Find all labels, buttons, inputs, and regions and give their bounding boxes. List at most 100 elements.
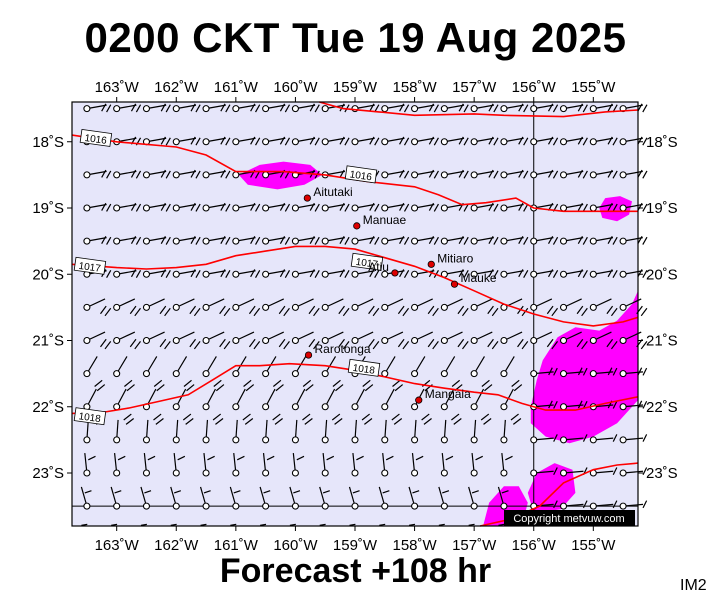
wind-barb xyxy=(381,453,390,494)
wind-barb xyxy=(262,453,271,494)
wind-barb xyxy=(291,269,320,279)
lon-tick-label: 155˚W xyxy=(571,79,616,96)
wind-barb xyxy=(262,419,275,461)
wind-barb xyxy=(232,419,245,461)
wind-barb xyxy=(291,202,320,212)
isobars: 1016 1016 1017 1017 1018 1018 xyxy=(71,101,639,527)
wind-barb xyxy=(142,236,171,245)
wind-barb xyxy=(559,400,588,411)
wind-barb xyxy=(381,136,410,146)
wind-barb xyxy=(440,388,462,425)
island-marker: Mauke xyxy=(450,271,497,288)
lat-tick-label: 23˚S xyxy=(32,465,64,482)
wind-barb xyxy=(232,236,261,245)
wind-barb xyxy=(411,136,439,146)
wind-barb xyxy=(500,356,523,392)
wind-barb xyxy=(113,356,135,392)
wind-barb xyxy=(411,169,439,179)
island-marker: Mangaia xyxy=(415,387,471,404)
wind-barb xyxy=(470,356,493,392)
wind-barb xyxy=(172,236,201,245)
wind-barb xyxy=(530,169,559,179)
wind-barb xyxy=(289,486,299,526)
island-label: Atiu xyxy=(368,260,389,274)
wind-barb xyxy=(321,331,350,350)
wind-barb xyxy=(470,298,499,317)
wind-barb xyxy=(589,202,618,212)
wind-barb xyxy=(589,169,618,179)
wind-barb xyxy=(262,103,291,113)
wind-barb xyxy=(411,419,424,461)
wind-barb xyxy=(83,236,112,245)
lon-tick-label: 160˚W xyxy=(273,537,318,554)
wind-barb xyxy=(559,236,588,245)
wind-barb xyxy=(172,269,201,279)
wind-barb xyxy=(619,202,648,212)
wind-barb xyxy=(83,331,112,350)
wind-barb xyxy=(470,388,492,425)
wind-barb xyxy=(172,356,195,392)
island-label: Mangaia xyxy=(425,387,471,401)
wind-barb xyxy=(500,331,529,350)
wind-barb xyxy=(113,388,135,425)
wind-barb xyxy=(83,202,112,212)
wind-barb xyxy=(589,500,618,510)
wind-barb xyxy=(172,388,194,425)
lon-tick-label: 158˚W xyxy=(392,79,437,96)
island-marker: Rarotonga xyxy=(304,342,371,359)
wind-barb xyxy=(589,236,618,245)
lat-tick-label: 18˚S xyxy=(32,134,64,151)
wind-barb xyxy=(202,202,231,212)
wind-barb xyxy=(262,298,290,317)
wind-barb xyxy=(530,298,559,317)
wind-barb xyxy=(202,103,231,113)
lat-tick-label: 21˚S xyxy=(646,333,678,350)
lon-tick-label: 163˚W xyxy=(95,537,140,554)
wind-barb xyxy=(351,236,380,245)
lon-tick-label: 156˚W xyxy=(512,79,557,96)
wind-barb xyxy=(619,500,648,510)
wind-barb xyxy=(438,486,448,526)
wind-barb xyxy=(142,298,171,317)
wind-barb xyxy=(202,269,231,279)
wind-barb xyxy=(172,298,201,317)
wind-barb xyxy=(113,298,141,317)
wind-barb xyxy=(321,202,350,212)
lat-tick-label: 19˚S xyxy=(32,200,64,217)
wind-barb xyxy=(83,356,106,392)
axis-ticks: 163˚W 163˚W 162˚W 162˚W 161˚W 161˚W 160˚W 160˚W… xyxy=(32,79,677,554)
svg-text:1016: 1016 xyxy=(349,169,373,183)
wind-barb xyxy=(470,136,499,146)
island-label: Mitiaro xyxy=(437,251,473,265)
lat-tick-label: 19˚S xyxy=(646,200,678,217)
wind-barb xyxy=(351,136,380,146)
wind-barb xyxy=(321,269,350,279)
island-label: Rarotonga xyxy=(315,342,371,356)
wind-barb xyxy=(470,169,499,179)
wind-barb xyxy=(199,486,210,526)
wind-barb xyxy=(619,434,648,444)
wind-barb xyxy=(589,331,618,350)
wind-barb xyxy=(351,331,380,350)
wind-barb xyxy=(411,202,439,212)
wind-barb xyxy=(172,169,201,179)
wind-barb xyxy=(468,486,478,526)
lat-tick-label: 22˚S xyxy=(646,399,678,416)
wind-barb xyxy=(83,169,112,179)
wind-barb xyxy=(440,136,469,146)
island-marker: Mitiaro xyxy=(427,251,474,268)
wind-barb xyxy=(291,453,301,494)
wind-barb xyxy=(319,486,329,526)
wind-barb xyxy=(262,269,291,279)
island-label: Aitutaki xyxy=(313,185,352,199)
wind-barb xyxy=(440,103,469,113)
wind-barb xyxy=(142,269,171,279)
wind-barb xyxy=(142,453,152,494)
islands: Aitutaki Manuae Mitiaro Atiu Mauke Rarotonga M… xyxy=(303,185,497,404)
lon-tick-label: 159˚W xyxy=(333,79,378,96)
wind-barb xyxy=(142,202,171,212)
forecast-label: Forecast +108 hr xyxy=(219,552,492,590)
wind-barb xyxy=(411,453,420,494)
wind-barb xyxy=(470,236,499,245)
wind-barb xyxy=(321,419,335,461)
